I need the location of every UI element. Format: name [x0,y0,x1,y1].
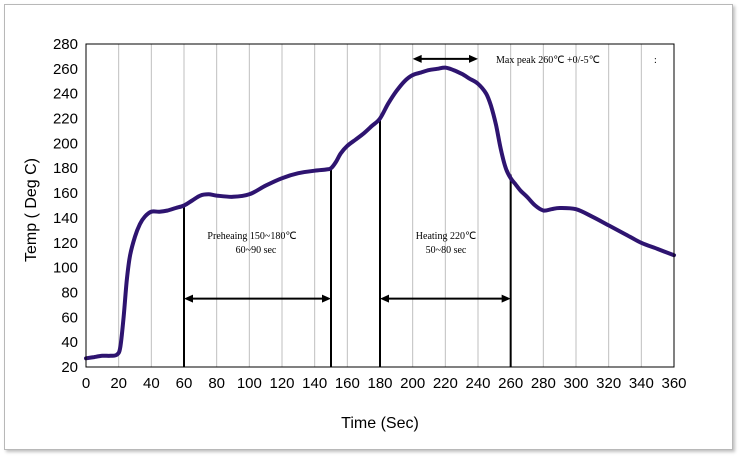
y-tick-label: 240 [53,86,78,103]
max-peak-label: Max peak 260℃ +0/-5℃ [496,55,600,66]
annotation-markers [183,54,512,367]
x-tick-label: 180 [367,375,392,392]
x-tick-label: 220 [433,375,458,392]
x-tick-label: 100 [237,375,262,392]
x-tick-labels: 0 20 40 60 80 100 120 140 160 180 200 220 240 260 280 3… [82,375,687,392]
x-tick-label: 20 [110,375,127,392]
x-tick-label: 240 [465,375,490,392]
span-arrow-0 [184,294,331,303]
y-tick-label: 40 [61,334,78,351]
span-arrow-head-right [469,54,478,63]
x-tick-label: 320 [596,375,621,392]
chart-frame: 20 40 60 80 100 120 140 160 180 200 220 240 260 280 0… [4,4,733,450]
span-arrow-1 [380,294,511,303]
y-tick-labels: 20 40 60 80 100 120 140 160 180 200 220 240 260 280 [53,36,78,376]
stray-mark: : [654,55,657,66]
preheat-label: Preheaing 150~180℃ [207,231,296,242]
y-tick-label: 280 [53,36,78,53]
x-tick-label: 200 [400,375,425,392]
preheat-duration-label: 60~90 sec [236,245,277,256]
x-tick-label: 160 [335,375,360,392]
x-tick-label: 260 [498,375,523,392]
y-tick-label: 140 [53,210,78,227]
series-line-0 [84,65,676,361]
heating-duration-label: 50~80 sec [426,245,467,256]
plot-border [85,43,675,368]
heating-label: Heating 220℃ [416,231,476,242]
gridlines [118,44,642,367]
y-tick-label: 220 [53,111,78,128]
y-tick-label: 260 [53,61,78,78]
x-tick-label: 40 [143,375,160,392]
span-arrow-head-right [322,294,331,303]
y-tick-label: 160 [53,185,78,202]
x-tick-label: 80 [208,375,225,392]
x-tick-label: 360 [661,375,686,392]
x-tick-label: 340 [629,375,654,392]
x-axis-title: Time (Sec) [341,415,419,432]
span-arrow-head-right [501,294,511,303]
x-tick-label: 300 [563,375,588,392]
span-arrow-2 [412,54,478,63]
x-tick-label: 140 [302,375,327,392]
y-tick-label: 200 [53,135,78,152]
series-layer [84,65,676,361]
x-tick-label: 0 [82,375,90,392]
y-axis-title: Temp ( Deg C) [23,158,40,262]
x-tick-label: 60 [176,375,193,392]
y-tick-label: 100 [53,260,78,277]
span-arrow-head-left [412,54,422,63]
y-tick-label: 120 [53,235,78,252]
x-tick-label: 280 [531,375,556,392]
span-arrow-head-left [380,294,389,303]
y-tick-label: 20 [61,359,78,376]
y-tick-label: 60 [61,309,78,326]
y-tick-label: 180 [53,160,78,177]
span-arrow-head-left [184,294,193,303]
y-tick-label: 80 [61,284,78,301]
x-tick-label: 120 [269,375,294,392]
